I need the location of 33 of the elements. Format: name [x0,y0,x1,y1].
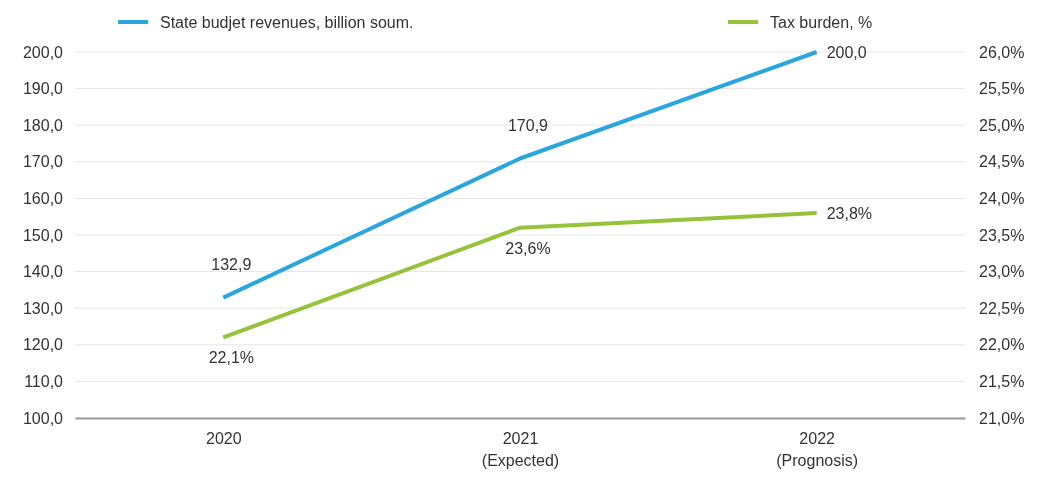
y2-tick-label: 21,5% [979,373,1025,391]
y-tick-label: 180,0 [22,116,64,134]
y2-tick-label: 23,0% [979,263,1025,281]
x-tick-label: 2021 (Expected) [481,430,560,469]
y-tick-label: 190,0 [22,80,64,98]
legend-label: State budjet revenues, billion soum. [160,14,414,31]
data-label: 132,9 [211,255,252,273]
y2-tick-label: 21,0% [979,409,1025,427]
data-label: 23,6% [505,239,551,257]
y-tick-label: 110,0 [24,373,64,391]
data-label: 200,0 [826,44,867,61]
data-label: 170,9 [507,116,549,134]
y2-tick-label: 26,0% [979,43,1025,61]
y-tick-label: 160,0 [22,190,64,208]
data-label: 22,1% [208,349,255,367]
y-tick-label: 140,0 [22,263,64,281]
y-tick-label: 150,0 [22,226,64,244]
y2-tick-label: 24,0% [979,190,1025,208]
x-tick-label: 2022 (Prognosis) [776,430,859,469]
y2-tick-label: 22,5% [979,299,1025,317]
data-label: 23,8% [826,205,873,223]
y2-tick-label: 24,5% [979,153,1025,171]
y2-tick-label: 25,5% [979,80,1025,98]
y-tick-label: 120,0 [22,336,64,354]
y2-tick-label: 22,0% [979,336,1025,354]
y-tick-label: 130,0 [22,299,64,317]
y2-tick-label: 25,0% [979,116,1025,134]
y-tick-label: 100,0 [22,409,64,427]
x-tick-label: 2020 [206,430,242,447]
y-tick-label: 170,0 [22,153,64,171]
y2-tick-label: 23,5% [979,226,1025,244]
y-tick-label: 200,0 [22,43,64,61]
legend-label: Tax burden, % [770,14,873,31]
